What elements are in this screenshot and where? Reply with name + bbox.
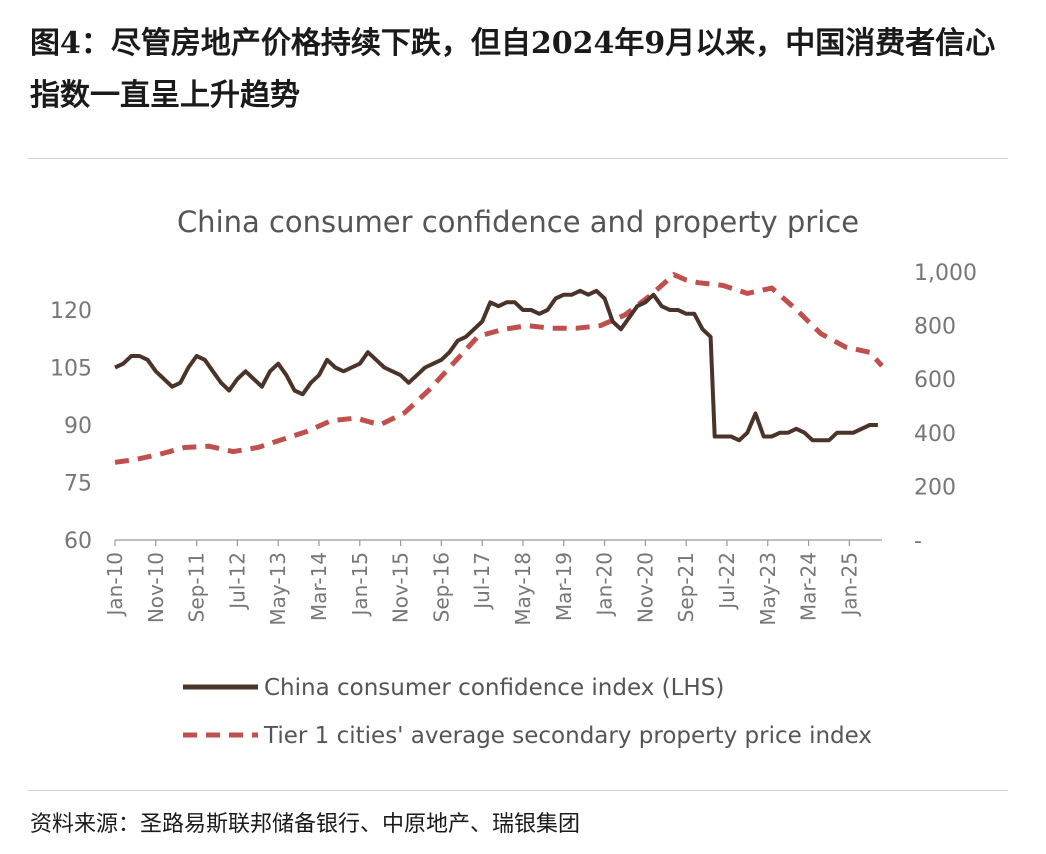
x-tick-label: Nov-10 [144,552,168,623]
y-right-tick-label: 1,000 [914,261,977,286]
x-tick-label: Sep-21 [674,552,698,622]
y-left-tick-label: 105 [50,357,92,382]
y-right-tick-label: - [914,529,922,554]
y-left-tick-label: 120 [50,299,92,324]
y-left-tick-label: 60 [64,529,92,554]
x-tick-label: Jul-12 [225,552,249,611]
x-tick-label: May-13 [266,552,290,626]
x-tick-label: Sep-11 [185,552,209,622]
y-right-tick-label: 800 [914,315,956,340]
x-tick-label: May-23 [756,552,780,626]
x-tick-label: Jan-25 [837,552,861,618]
x-tick-label: Jul-17 [470,552,494,611]
y-left-tick-label: 75 [64,472,92,497]
y-right-tick-label: 600 [914,368,956,393]
y-left-tick-label: 90 [64,414,92,439]
y-axis-right: - 200 400 600 800 1,000 [914,261,977,554]
legend-label-confidence: China consumer confidence index (LHS) [264,675,724,701]
top-divider [28,158,1008,159]
x-tick-label: May-18 [511,552,535,626]
series-property-price-line [114,271,884,465]
x-axis: Jan-10 Nov-10 Sep-11 Jul-12 May-13 Mar-14 Jan-… [103,539,882,626]
x-tick-label: Nov-20 [633,552,657,623]
y-axis-left: 60 75 90 105 120 [50,299,92,554]
x-tick-label: Mar-19 [552,552,576,621]
x-tick-label: Mar-24 [797,552,821,621]
x-tick-label: Mar-14 [307,552,331,621]
bottom-divider [28,790,1008,791]
plot-area [114,271,884,465]
x-tick-label: Nov-15 [389,552,413,623]
x-tick-label: Sep-16 [429,552,453,622]
x-tick-label: Jan-10 [103,552,127,618]
legend-label-property-price: Tier 1 cities' average secondary propert… [263,723,872,749]
y-right-tick-label: 200 [914,475,956,500]
x-tick-label: Jan-15 [348,552,372,618]
legend: China consumer confidence index (LHS) Ti… [183,675,872,749]
chart-title: China consumer confidence and property p… [177,205,859,239]
x-tick-label: Jan-20 [593,552,617,618]
x-tick-label: Jul-22 [715,552,739,611]
source-note: 资料来源：圣路易斯联邦储备银行、中原地产、瑞银集团 [30,812,581,837]
figure-title: 图4：尽管房地产价格持续下跌，但自2024年9月以来，中国消费者信心指数一直呈上… [30,26,996,113]
y-right-tick-label: 400 [914,422,956,447]
series-confidence-line [114,288,878,443]
